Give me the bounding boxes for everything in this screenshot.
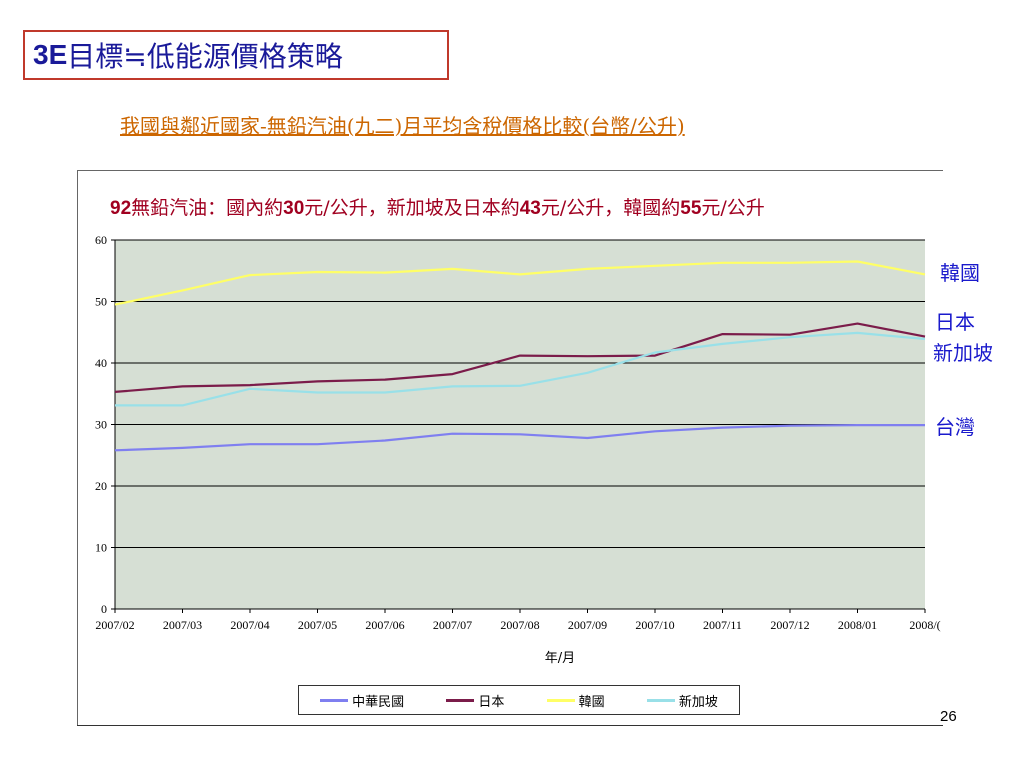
- x-tick-label: 2007/03: [163, 618, 202, 632]
- chart-frame: [77, 170, 943, 726]
- y-tick-label: 40: [95, 356, 107, 370]
- legend-label: 新加坡: [678, 694, 718, 710]
- y-tick-label: 60: [95, 233, 107, 247]
- x-tick-label: 2007/02: [95, 618, 134, 632]
- legend-swatch: [646, 698, 675, 702]
- chart-legend: 中華民國 日本 韓國 新加坡: [298, 685, 740, 715]
- x-tick-label: 2008/(: [909, 618, 940, 632]
- legend-swatch: [446, 698, 475, 702]
- label-korea: 韓國: [940, 261, 980, 285]
- slide-title: 3E 目標≒低能源價格策略: [23, 30, 449, 80]
- x-tick-label: 2007/10: [635, 618, 674, 632]
- note-part: 元/公升: [701, 197, 765, 219]
- legend-swatch: [320, 698, 349, 702]
- note-part: 元/公升，新加坡及日本約: [304, 197, 520, 219]
- slide-title-text: 目標≒低能源價格策略: [67, 40, 343, 73]
- label-taiwan: 台灣: [935, 415, 975, 439]
- y-tick-label: 20: [95, 479, 107, 493]
- y-tick-label: 0: [101, 602, 107, 616]
- series-line-4: [115, 331, 926, 407]
- chart-heading: 我國與鄰近國家-無鉛汽油(九二)月平均含稅價格比較(台幣/公升): [120, 114, 685, 138]
- slide-number: 26: [940, 708, 957, 725]
- legend-label: 中華民國: [352, 694, 405, 710]
- series-line-1: [114, 424, 925, 452]
- x-tick-label: 2007/06: [365, 618, 404, 632]
- x-tick-label: 2007/12: [770, 618, 809, 632]
- x-tick-label: 2007/04: [230, 618, 269, 632]
- note-part: 55: [680, 198, 702, 219]
- legend-item: 新加坡: [646, 691, 718, 710]
- series-line-2: [114, 322, 926, 393]
- legend-item: 韓國: [546, 691, 605, 710]
- y-tick-label: 30: [95, 418, 107, 432]
- x-tick-label: 2007/08: [500, 618, 539, 632]
- legend-label: 日本: [478, 694, 505, 710]
- legend-item: 日本: [446, 691, 504, 710]
- label-japan: 日本: [935, 310, 975, 334]
- note-part: 無鉛汽油：國內約: [131, 197, 284, 219]
- frame-bottom-rule: [77, 725, 943, 726]
- x-tick-label: 2008/01: [838, 618, 877, 632]
- legend-label: 韓國: [578, 694, 605, 710]
- x-tick-label: 2007/05: [298, 618, 337, 632]
- note-part: 43: [519, 198, 541, 219]
- x-tick-label: 2007/07: [433, 618, 472, 632]
- x-tick-label: 2007/11: [703, 618, 742, 632]
- slide-title-prefix: 3E: [33, 39, 68, 70]
- price-summary-note: 92無鉛汽油：國內約30元/公升，新加坡及日本約43元/公升，韓國約55元/公升: [110, 193, 765, 220]
- legend-swatch: [546, 698, 575, 702]
- x-axis-label: 年/月: [545, 651, 575, 666]
- label-singapore: 新加坡: [933, 341, 993, 365]
- note-part: 元/公升，韓國約: [540, 197, 681, 219]
- note-part: 30: [283, 198, 305, 219]
- note-part: 92: [110, 198, 132, 219]
- y-tick-label: 10: [95, 541, 107, 555]
- series-line-3: [114, 260, 926, 306]
- legend-item: 中華民國: [320, 691, 404, 710]
- y-tick-label: 50: [95, 295, 107, 309]
- x-tick-label: 2007/09: [568, 618, 607, 632]
